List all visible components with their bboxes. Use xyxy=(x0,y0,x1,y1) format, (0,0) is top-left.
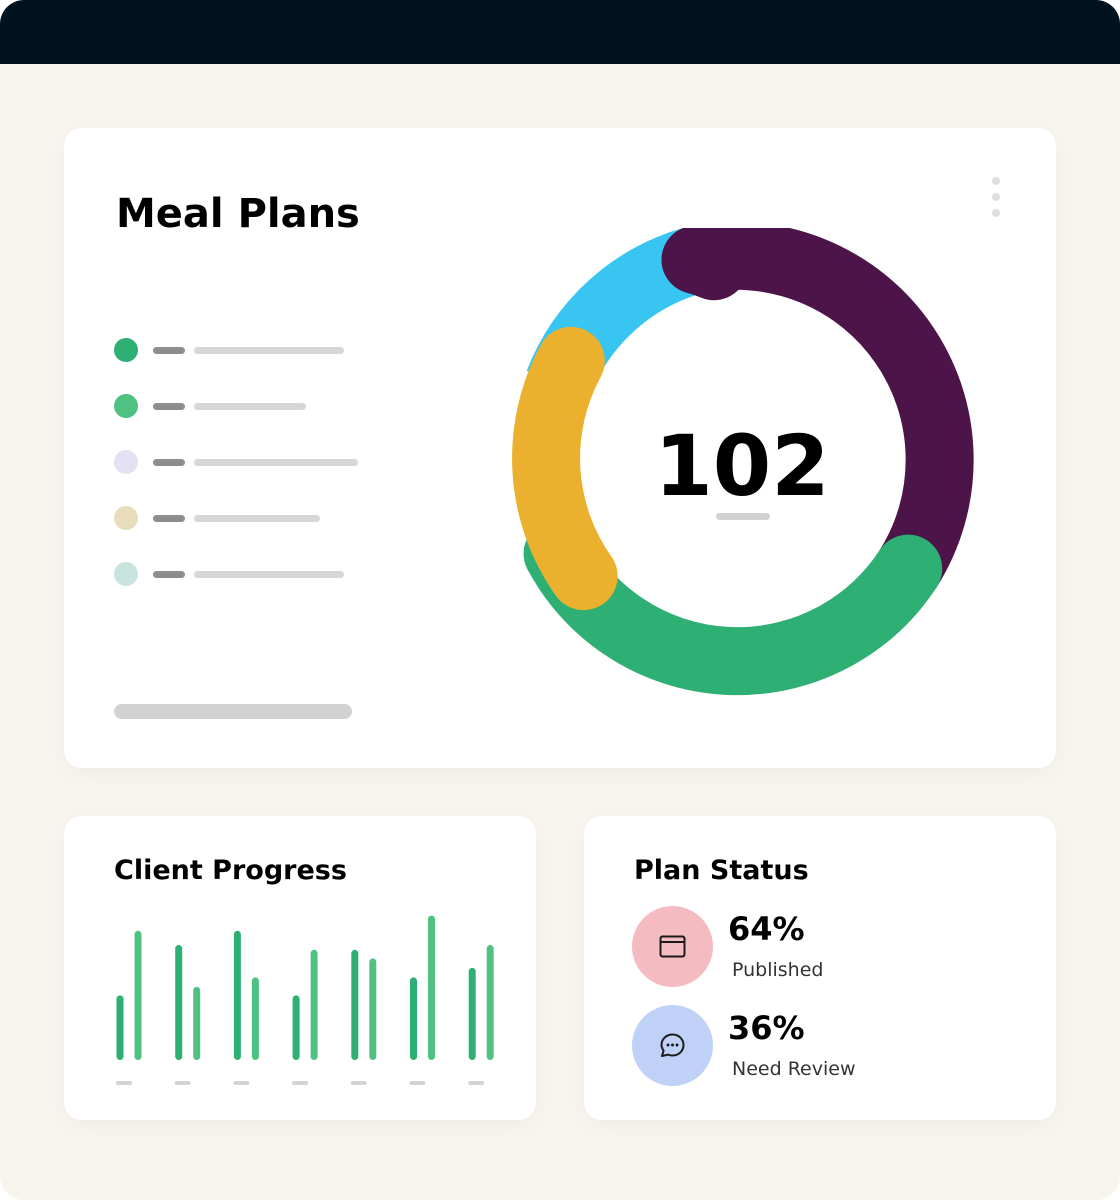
progress-bar[interactable] xyxy=(351,949,359,1060)
status-label: Published xyxy=(732,959,824,981)
total-count: 102 xyxy=(654,417,830,515)
legend-label-placeholder xyxy=(194,459,358,466)
progress-bar[interactable] xyxy=(175,945,183,1060)
legend-dot xyxy=(114,450,138,474)
donut-chart xyxy=(512,228,974,696)
x-tick-label-placeholder xyxy=(174,1081,191,1085)
progress-bar[interactable] xyxy=(251,977,259,1060)
legend-dot xyxy=(114,394,138,418)
legend-dot xyxy=(114,562,138,586)
legend-item xyxy=(114,450,414,474)
status-percent: 64% xyxy=(728,910,805,948)
status-need-review[interactable]: 36% Need Review xyxy=(632,1005,1012,1087)
legend-key-placeholder xyxy=(153,347,185,354)
legend-key-placeholder xyxy=(153,515,185,522)
progress-bar[interactable] xyxy=(116,995,124,1060)
plan-status-card: Plan Status 64% Published 36% xyxy=(584,816,1056,1120)
legend-key-placeholder xyxy=(153,571,185,578)
donut-segment-purple-cap xyxy=(661,228,748,301)
status-icon-published xyxy=(632,906,713,987)
progress-bar[interactable] xyxy=(486,945,494,1060)
chat-icon xyxy=(660,1033,685,1057)
x-tick-label-placeholder xyxy=(350,1081,367,1085)
meal-plans-card: Meal Plans xyxy=(64,128,1056,768)
title-bar xyxy=(0,0,1120,64)
legend-item xyxy=(114,506,414,530)
progress-bar[interactable] xyxy=(134,930,142,1060)
total-label-placeholder xyxy=(716,513,770,520)
legend-item xyxy=(114,562,414,586)
donut-segment-purple[interactable] xyxy=(661,228,974,603)
window-icon xyxy=(659,935,686,958)
status-label: Need Review xyxy=(732,1058,856,1080)
client-progress-card: Client Progress xyxy=(64,816,536,1120)
plan-status-title: Plan Status xyxy=(634,855,809,886)
legend-dot xyxy=(114,338,138,362)
meal-plans-title: Meal Plans xyxy=(116,191,360,237)
progress-bar[interactable] xyxy=(468,967,476,1060)
legend-item xyxy=(114,338,414,362)
donut-segment-yellow[interactable] xyxy=(512,326,618,611)
x-tick-label-placeholder xyxy=(292,1081,309,1085)
x-tick-label-placeholder xyxy=(409,1081,426,1085)
legend-key-placeholder xyxy=(153,459,185,466)
progress-bar[interactable] xyxy=(292,995,300,1060)
legend-key-placeholder xyxy=(153,403,185,410)
progress-bar[interactable] xyxy=(428,915,435,1060)
x-tick-label-placeholder xyxy=(233,1081,250,1085)
progress-bar[interactable] xyxy=(369,958,377,1060)
status-published[interactable]: 64% Published xyxy=(632,906,1012,988)
status-percent: 36% xyxy=(728,1009,805,1047)
progress-bar[interactable] xyxy=(410,977,417,1060)
legend-dot xyxy=(114,506,138,530)
legend-label-placeholder xyxy=(194,347,344,354)
more-options-icon[interactable] xyxy=(986,174,1006,220)
progress-bar[interactable] xyxy=(310,949,318,1060)
x-tick-label-placeholder xyxy=(468,1081,485,1085)
footer-placeholder-bar xyxy=(114,704,352,719)
client-progress-chart xyxy=(116,915,494,1085)
status-icon-need-review xyxy=(632,1005,713,1086)
x-tick-label-placeholder xyxy=(116,1081,132,1085)
legend-label-placeholder xyxy=(194,515,320,522)
client-progress-title: Client Progress xyxy=(114,855,347,886)
legend-item xyxy=(114,394,414,418)
progress-bar[interactable] xyxy=(193,986,201,1060)
legend-label-placeholder xyxy=(194,403,306,410)
legend-label-placeholder xyxy=(194,571,344,578)
progress-bar[interactable] xyxy=(233,930,241,1060)
